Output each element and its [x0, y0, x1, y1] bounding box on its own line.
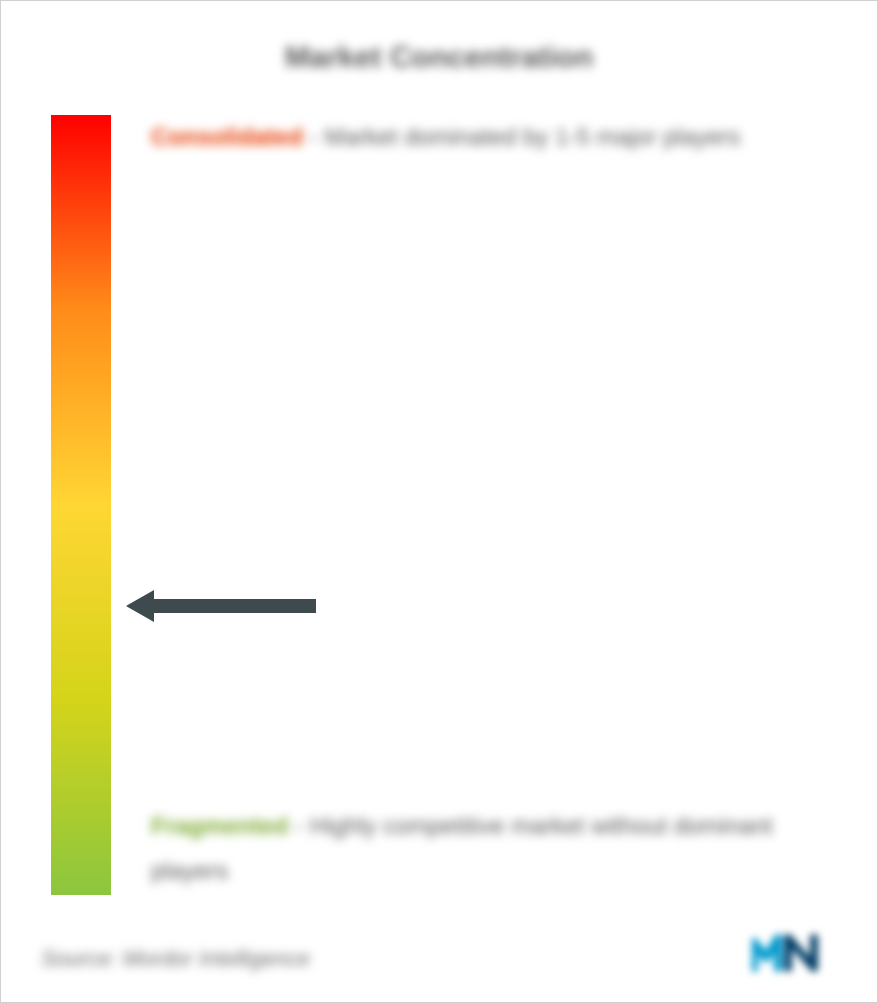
bottom-label: Fragmented - Highly competitive market w…	[151, 804, 817, 895]
top-highlight: Consolidated	[151, 124, 303, 151]
gradient-rect	[51, 115, 111, 895]
logo-svg	[752, 932, 822, 972]
gradient-svg	[51, 115, 111, 895]
gradient-bar	[51, 115, 111, 895]
arrow-shape	[126, 590, 316, 622]
chart-title: Market Concentration	[51, 41, 827, 75]
bottom-highlight: Fragmented	[151, 813, 288, 840]
chart-container: Market Concentration Consolidated	[0, 0, 878, 1003]
brand-logo	[752, 932, 822, 977]
text-area: Consolidated - Market dominated by 1-5 m…	[111, 115, 827, 895]
top-rest: - Market dominated by 1-5 major players	[310, 124, 741, 151]
arrow-svg	[126, 586, 316, 626]
chart-content: Consolidated - Market dominated by 1-5 m…	[51, 115, 827, 895]
logo-n	[788, 938, 814, 968]
top-label: Consolidated - Market dominated by 1-5 m…	[151, 115, 817, 161]
source-text: Source: Mordor Intelligence	[41, 946, 310, 972]
position-arrow	[126, 586, 316, 631]
logo-m	[754, 938, 778, 968]
